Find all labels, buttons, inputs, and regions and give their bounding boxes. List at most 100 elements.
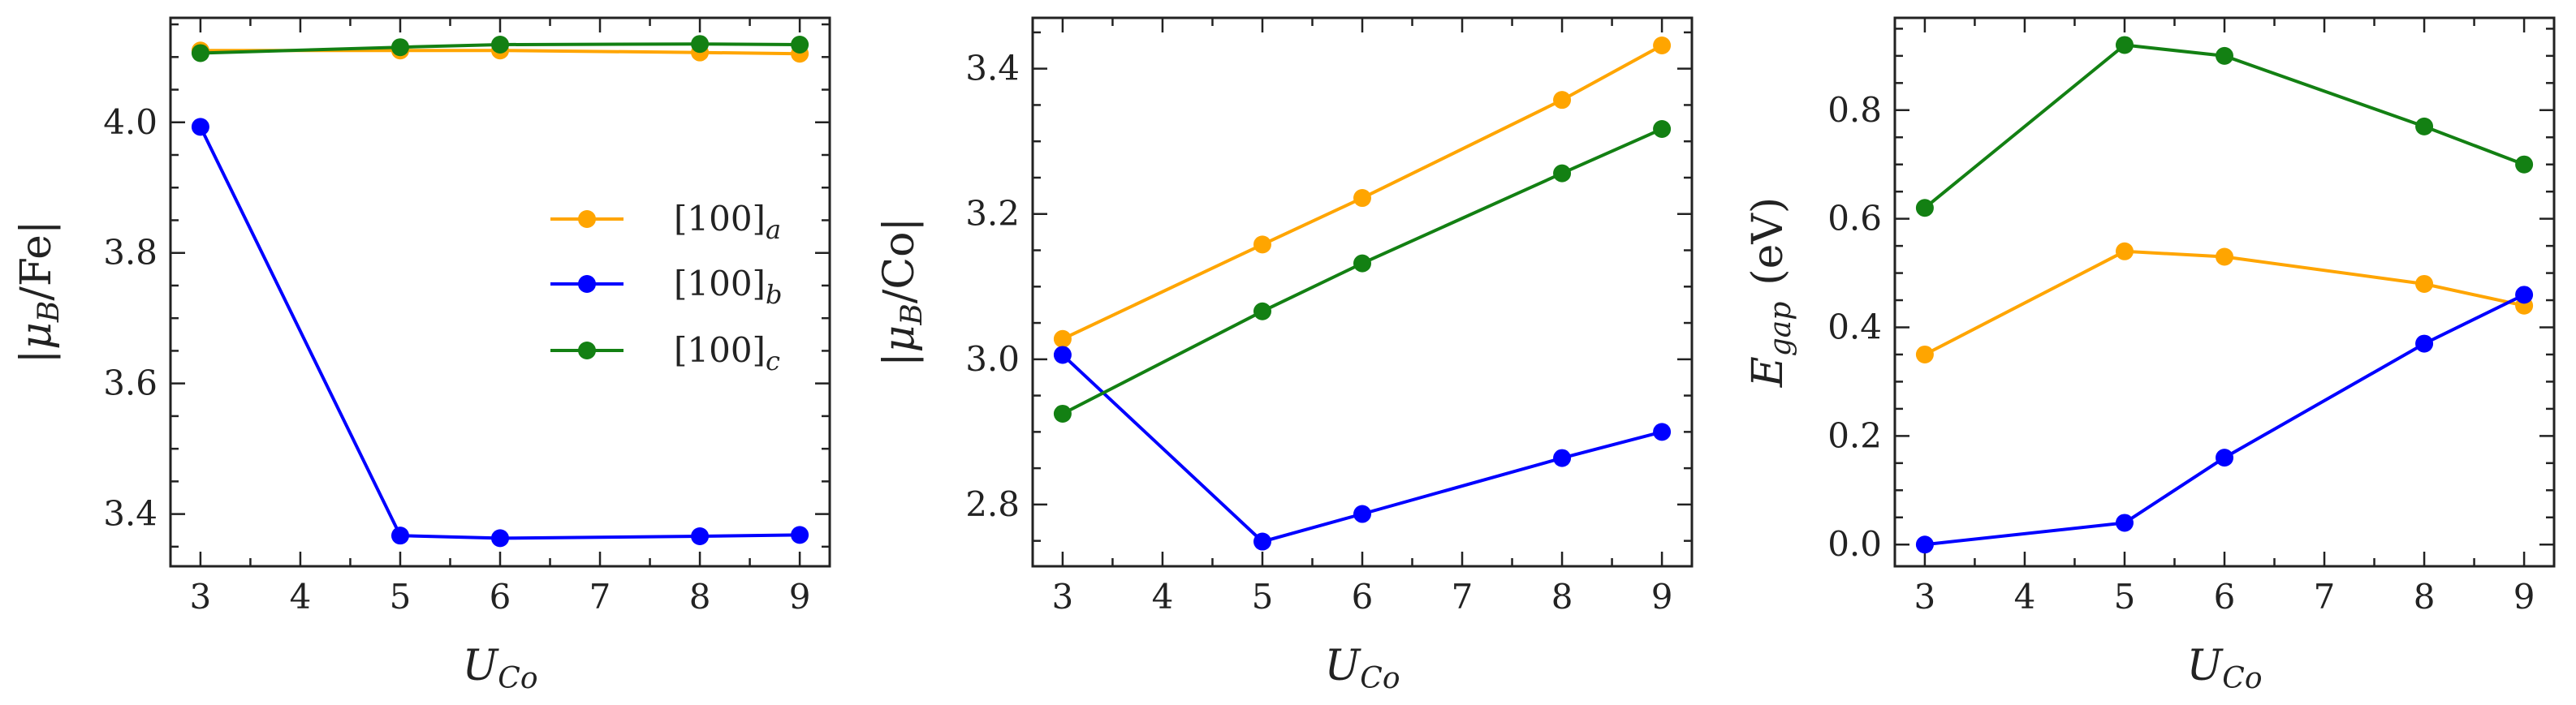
y-tick-label-1: 0.2 (1827, 415, 1882, 455)
point-100-b-x6 (1353, 505, 1371, 523)
legend-label-b-sub: b (766, 279, 782, 310)
x-tick-label-4: 4 (1152, 577, 1174, 617)
ylabel-2-main: |μ (875, 325, 924, 367)
panel-fe-moment: 3 4 5 6 7 8 93.43.63.84.0 |μB/Fe| UCo [100]a [… (12, 16, 831, 695)
panel-1-ylabel: |μB/Fe| (12, 221, 66, 364)
point-100-b-x5 (390, 527, 409, 545)
ylabel-1-sub: B (32, 301, 66, 323)
point-100-b-x8 (691, 527, 710, 545)
point-100-b-x9 (791, 526, 809, 544)
legend-label-a-sub: a (766, 214, 781, 245)
y-tick-label-3: 4.0 (103, 102, 157, 142)
y-tick-label-4: 0.8 (1827, 90, 1882, 130)
x-tick-label-6: 6 (1352, 577, 1374, 617)
point-100-a-x5 (1253, 235, 1271, 254)
ylabel-2-rest: /Co| (875, 217, 924, 303)
x-tick-label-5: 5 (2114, 577, 2136, 617)
point-100-a-x5 (2115, 242, 2134, 260)
y-tick-label-2: 3.8 (103, 233, 157, 273)
y-tick-label-3: 3.4 (965, 49, 1020, 88)
point-100-c-x8 (691, 35, 710, 54)
x-tick-label-7: 7 (2314, 577, 2336, 617)
point-100-b-x5 (2115, 514, 2134, 532)
point-100-c-x5 (390, 38, 409, 57)
point-100-b-x3 (1915, 535, 1934, 554)
panel-2-xlabel: UCo (1324, 642, 1400, 695)
x-tick-label-5: 5 (390, 577, 412, 617)
point-100-c-x3 (1053, 404, 1072, 423)
point-100-b-x8 (2415, 334, 2434, 353)
legend-marker-c (578, 342, 596, 359)
panel-1-xlabel: UCo (462, 642, 537, 695)
point-100-c-x3 (1915, 199, 1934, 217)
point-100-c-x5 (2115, 36, 2134, 54)
ylabel-1-main: |μ (12, 322, 61, 363)
panel-2-marks: 3 4 5 6 7 8 9 2.8 3.0 3.2 3.4 (965, 18, 1692, 617)
x-tick-label-7: 7 (589, 577, 611, 617)
point-100-b-x9 (1653, 423, 1672, 441)
panel-3-xlabel: UCo (2186, 642, 2262, 695)
legend-label-c-sub: c (766, 346, 780, 376)
x-tick-label-3: 3 (1052, 577, 1074, 617)
x-tick-label-4: 4 (2014, 577, 2036, 617)
point-100-a-x3 (1915, 345, 1934, 363)
point-100-a-x9 (1653, 37, 1672, 55)
point-100-a-x8 (1553, 91, 1572, 110)
ylabel-3-main: E (1744, 356, 1793, 388)
y-tick-label-3: 0.6 (1827, 199, 1882, 239)
panel-2-ylabel: |μB/Co| (875, 217, 929, 367)
panel-co-moment: 3 4 5 6 7 8 9 2.8 3.0 3.2 3.4 |μB/Co| UCo (875, 16, 1694, 695)
xlabel-3-main: U (2186, 642, 2224, 690)
point-100-c-x6 (2216, 46, 2233, 65)
ylabel-3-rest: (eV) (1744, 197, 1793, 286)
point-100-c-x9 (791, 35, 809, 54)
x-tick-label-9: 9 (1651, 577, 1673, 617)
y-tick-label-0: 0.0 (1827, 524, 1882, 564)
point-100-a-x8 (2415, 274, 2434, 293)
legend: [100]a [100]b [100]c (550, 199, 782, 376)
panel-3-marks: 3 4 5 6 7 8 9 0.0 0.2 0.4 0.6 0.8 (1827, 18, 2554, 617)
legend-label-c: [100]c (674, 330, 780, 376)
point-100-b-x6 (491, 529, 509, 548)
point-100-c-x8 (1553, 164, 1572, 183)
legend-marker-b (578, 275, 596, 293)
point-100-c-x3 (191, 44, 209, 62)
point-100-c-x9 (2515, 155, 2534, 174)
legend-label-a-main: [100] (674, 199, 766, 239)
xlabel-1-sub: Co (498, 662, 537, 695)
xlabel-1-main: U (462, 642, 499, 690)
xlabel-2-sub: Co (1360, 662, 1400, 695)
x-tick-label-7: 7 (1452, 577, 1474, 617)
x-tick-label-8: 8 (2414, 577, 2436, 617)
point-100-c-x8 (2415, 117, 2434, 135)
y-tick-label-2: 3.2 (965, 194, 1020, 234)
ylabel-3-sub: gap (1764, 302, 1797, 357)
panel-3-ylabel: Egap (eV) (1744, 197, 1797, 388)
x-tick-label-6: 6 (2214, 577, 2236, 617)
x-tick-label-9: 9 (2513, 577, 2535, 617)
panel-2-frame (1031, 16, 1694, 568)
x-tick-label-3: 3 (190, 577, 212, 617)
y-tick-label-1: 3.0 (965, 339, 1020, 379)
ylabel-1-rest: /Fe| (12, 221, 61, 301)
xlabel-3-sub: Co (2222, 662, 2262, 695)
x-tick-label-6: 6 (490, 577, 511, 617)
point-100-b-x3 (1053, 346, 1072, 364)
point-100-b-x6 (2216, 449, 2233, 467)
panel-1-frame (169, 16, 831, 568)
panel-1-marks: 3 4 5 6 7 8 9 3.4 3.6 3.8 4.0 (103, 18, 830, 617)
x-tick-label-5: 5 (1252, 577, 1274, 617)
legend-label-c-main: [100] (674, 330, 766, 370)
point-100-c-x9 (1653, 119, 1672, 138)
point-100-c-x5 (1253, 302, 1271, 320)
point-100-a-x6 (2216, 247, 2233, 266)
panel-band-gap: 3 4 5 6 7 8 9 0.0 0.2 0.4 0.6 0.8 Egap (eV) UCo (1744, 16, 2556, 695)
point-100-b-x5 (1253, 532, 1271, 551)
legend-label-a: [100]a (674, 199, 781, 245)
point-100-a-x6 (1353, 189, 1371, 208)
x-tick-label-3: 3 (1914, 577, 1936, 617)
x-tick-label-8: 8 (689, 577, 711, 617)
y-tick-label-2: 0.4 (1827, 307, 1882, 347)
